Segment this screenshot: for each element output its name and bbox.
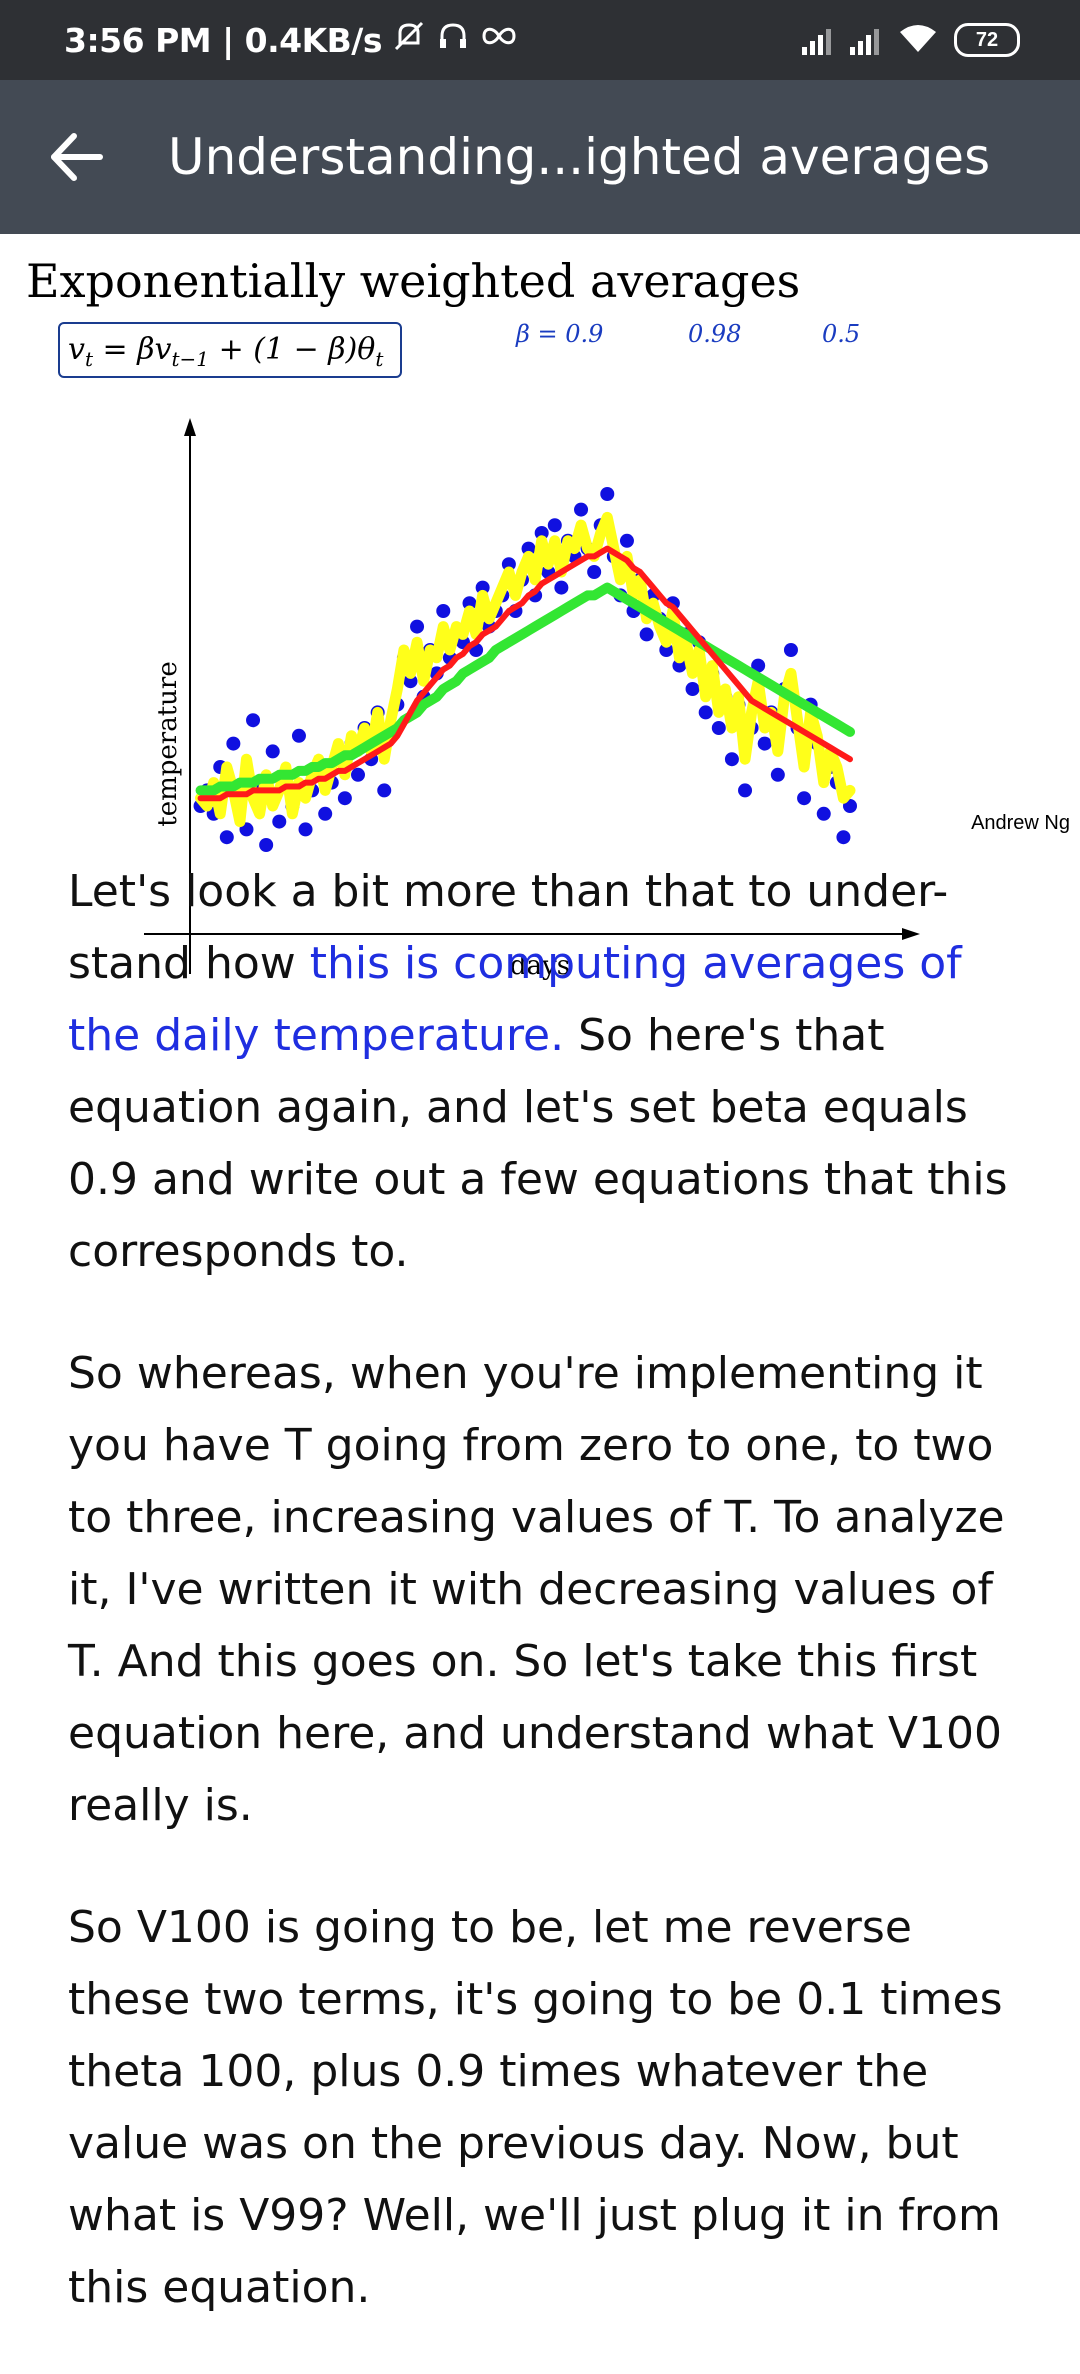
data-point <box>265 744 280 759</box>
data-point <box>501 557 516 572</box>
data-point <box>619 533 634 548</box>
formula-sub-t: t <box>84 347 93 371</box>
data-point <box>219 830 234 845</box>
app-bar: Understanding...ighted averages <box>0 80 1080 234</box>
slide-title: Exponentially weighted averages <box>26 254 801 308</box>
data-point <box>672 658 687 673</box>
handwritten-note-3: 0.5 <box>822 320 861 348</box>
status-bar: 3:56 PM | 0.4KB/s 72 <box>0 0 1080 80</box>
data-point <box>751 658 766 673</box>
data-point <box>816 806 831 821</box>
handwritten-note-beta: β = 0.9 <box>516 320 604 348</box>
data-point <box>377 783 392 798</box>
data-point <box>698 705 713 720</box>
data-point <box>587 565 602 579</box>
x-axis-arrow <box>902 928 920 940</box>
series-line <box>195 511 856 828</box>
infinity-icon <box>480 19 518 61</box>
temperature-chart: days temperature <box>144 418 920 981</box>
formula-sub-tminus1: t−1 <box>171 347 210 371</box>
data-point <box>685 682 700 696</box>
back-button[interactable] <box>44 124 110 190</box>
data-point <box>475 580 490 595</box>
data-point <box>291 728 306 743</box>
battery-level: 72 <box>975 28 999 51</box>
formula-eq: = βv <box>93 332 172 367</box>
slide-credit: Andrew Ng <box>971 812 1070 834</box>
data-point <box>770 767 785 782</box>
data-point <box>337 791 352 806</box>
data-point <box>757 736 772 751</box>
data-point <box>403 674 418 689</box>
data-point <box>246 713 261 728</box>
inline-link[interactable]: this is computing averages of the daily … <box>68 938 962 1061</box>
article-text: Let's look a bit more than that to under… <box>68 856 1028 2374</box>
paragraph-1-end: So here's that equation again, and let's… <box>68 1010 1008 1277</box>
data-point <box>298 822 313 837</box>
series-line <box>195 582 855 796</box>
series-line <box>197 545 853 802</box>
data-point <box>259 838 274 852</box>
signal-icon <box>850 25 882 55</box>
battery-icon: 72 <box>954 23 1020 57</box>
mute-icon <box>392 19 426 61</box>
paragraph-2: So whereas, when you're implementing it … <box>68 1348 1005 1831</box>
chart-marks <box>193 487 857 852</box>
data-point <box>797 791 812 806</box>
data-point <box>554 580 569 595</box>
data-point <box>462 596 477 611</box>
data-point <box>272 814 287 829</box>
formula-box: vt = βvt−1 + (1 − β)θt <box>58 322 402 378</box>
data-point <box>521 541 536 556</box>
data-point <box>738 783 753 798</box>
data-point <box>836 830 851 845</box>
data-point <box>574 502 589 517</box>
paragraph-1-start: Let's look a bit more than that to under… <box>68 866 949 989</box>
headphones-icon <box>436 19 470 61</box>
formula-lhs: v <box>68 332 85 367</box>
data-point <box>318 806 333 821</box>
data-point <box>547 518 562 533</box>
status-right: 72 <box>802 0 1020 80</box>
data-point <box>534 526 549 540</box>
data-point <box>226 736 241 751</box>
app-title: Understanding...ighted averages <box>168 128 991 186</box>
data-point <box>659 643 674 657</box>
data-point <box>351 767 365 782</box>
y-axis-arrow <box>184 418 196 436</box>
data-point <box>436 604 451 618</box>
status-left: 3:56 PM | 0.4KB/s <box>64 0 518 80</box>
paragraph-3: So V100 is going to be, let me reverse t… <box>68 1902 1003 2313</box>
signal-icon <box>802 25 834 55</box>
data-point <box>410 619 425 634</box>
paragraph-1: Let's look a bit more than that to under… <box>68 856 1028 1288</box>
handwritten-note-2: 0.98 <box>688 320 742 348</box>
formula-rest: + (1 − β)θ <box>209 332 376 367</box>
data-point <box>639 627 654 642</box>
x-axis-label: days <box>510 951 570 981</box>
data-point <box>724 752 739 767</box>
data-point <box>600 487 615 501</box>
y-axis-label: temperature <box>153 661 183 826</box>
data-point <box>711 721 726 735</box>
wifi-icon <box>898 22 938 59</box>
arrow-left-icon <box>51 133 103 181</box>
data-point <box>783 643 798 657</box>
status-time-speed: 3:56 PM | 0.4KB/s <box>64 20 383 60</box>
formula-sub-theta-t: t <box>375 347 384 371</box>
